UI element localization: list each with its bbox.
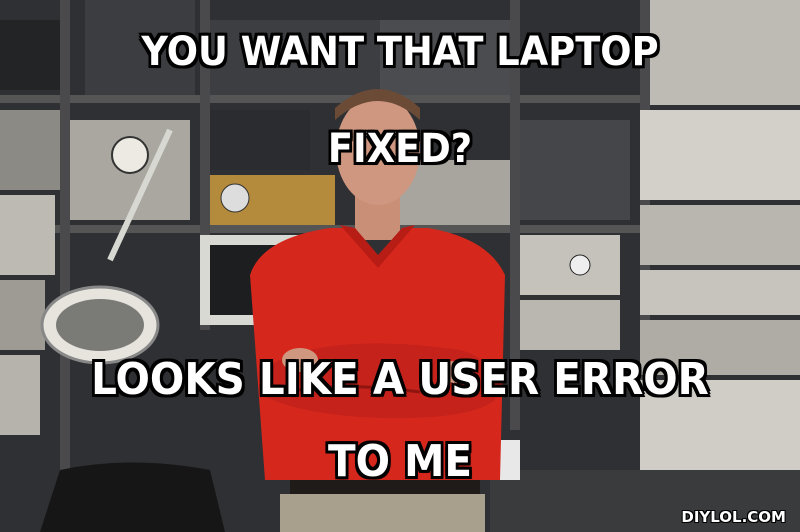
chair (40, 462, 225, 532)
left-equipment-stack (0, 0, 195, 435)
watermark: DIYLOL.COM (681, 508, 786, 526)
meme-top-text-line2: FIXED? (327, 126, 473, 172)
right-equipment-stack (520, 0, 800, 480)
meme-bottom-text-line2: TO ME (327, 436, 473, 487)
meme-top-text-line1: YOU WANT THAT LAPTOP (141, 29, 659, 75)
meme-bottom-text-line1: LOOKS LIKE A USER ERROR (91, 354, 709, 405)
magnifier-lamp (40, 128, 173, 365)
person (250, 89, 505, 532)
